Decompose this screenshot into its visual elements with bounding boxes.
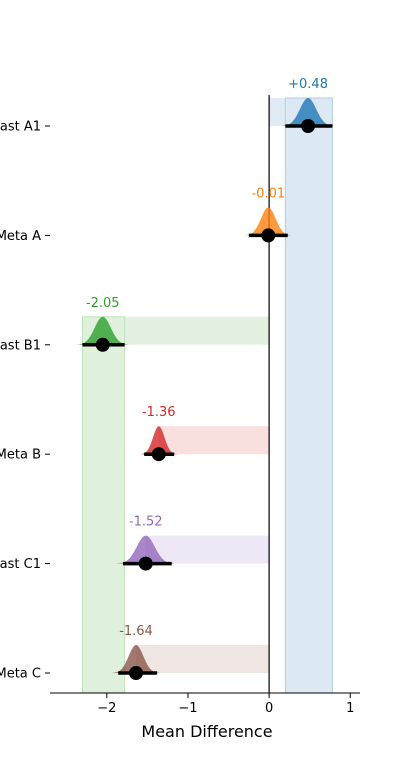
difference-band [103,317,269,345]
x-axis-title: Mean Difference [141,722,272,741]
x-tick-label: −2 [97,701,116,716]
mean-point [139,557,153,571]
mean-point [96,338,110,352]
y-tick-label: Meta B [0,448,41,463]
value-label: -1.64 [119,624,153,639]
mean-point [301,119,315,133]
x-tick-label: 1 [346,701,354,716]
y-tick-label: Meta A [0,229,41,244]
value-label: +0.48 [288,77,328,92]
y-tick-label: Contrast C1 [0,557,41,572]
value-label: -2.05 [86,296,120,311]
value-label: -1.36 [142,405,176,420]
mean-point [261,228,275,242]
bands-layer [82,98,332,693]
y-tick-label: Contrast B1 [0,338,41,353]
y-tick-label: Meta C [0,667,41,682]
mean-point [129,666,143,680]
difference-band [159,426,269,454]
difference-band [146,536,269,564]
x-tick-label: −1 [178,701,197,716]
difference-band [136,645,269,673]
mean-point [152,447,166,461]
value-label: -0.01 [251,186,285,201]
y-tick-label: Contrast A1 [0,120,41,135]
contrast-ci-band [285,98,332,693]
value-label: -1.52 [129,515,163,530]
x-tick-label: 0 [265,701,273,716]
